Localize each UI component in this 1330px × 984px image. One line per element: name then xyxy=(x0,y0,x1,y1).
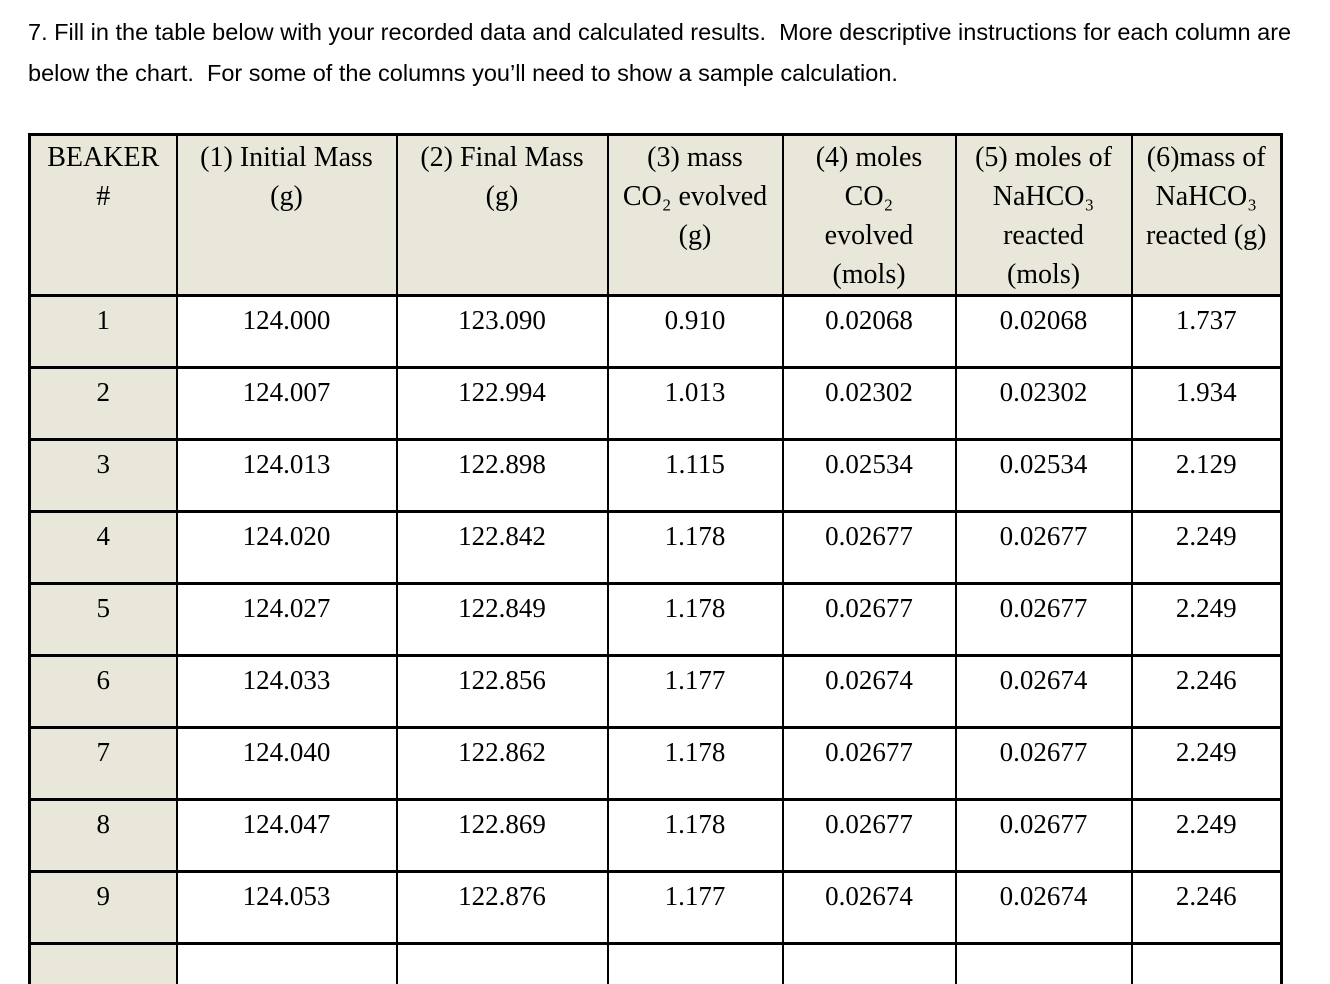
data-cell: 0.02534 xyxy=(781,438,957,513)
data-table: BEAKER # (1) Initial Mass (g) (2) Final Ma… xyxy=(28,133,1283,984)
data-cell: 124.020 xyxy=(175,510,398,585)
data-cell: 122.869 xyxy=(395,798,609,873)
data-cell: 2.249 xyxy=(1130,726,1283,801)
data-cell: 0.02674 xyxy=(954,870,1133,945)
beaker-number-cell: 8 xyxy=(28,798,178,873)
column-header: (5) moles of NaHCO₃ reacted (mols) xyxy=(954,133,1133,297)
data-cell: 0.02068 xyxy=(781,294,957,369)
data-cell: 2.129 xyxy=(1130,438,1283,513)
data-cell: 2.246 xyxy=(1130,870,1283,945)
data-cell: 0.02302 xyxy=(781,366,957,441)
data-cell xyxy=(175,942,398,984)
data-cell: 122.849 xyxy=(395,582,609,657)
table-row: 1 124.000 123.090 0.910 0.02068 0.02068 1.737 xyxy=(28,294,1283,369)
column-header: (2) Final Mass (g) xyxy=(395,133,609,297)
beaker-number-cell: 3 xyxy=(28,438,178,513)
data-cell: 124.040 xyxy=(175,726,398,801)
data-cell xyxy=(395,942,609,984)
data-cell: 122.994 xyxy=(395,366,609,441)
data-cell: 0.02674 xyxy=(781,654,957,729)
data-cell: 124.000 xyxy=(175,294,398,369)
beaker-number-cell: 2 xyxy=(28,366,178,441)
table-row: 7 124.040 122.862 1.178 0.02677 0.02677 2.249 xyxy=(28,726,1283,801)
data-cell: 1.737 xyxy=(1130,294,1283,369)
data-cell: 1.177 xyxy=(606,654,784,729)
data-cell: 124.027 xyxy=(175,582,398,657)
column-header: BEAKER # xyxy=(28,133,178,297)
data-cell: 0.02677 xyxy=(954,798,1133,873)
data-cell: 0.02677 xyxy=(954,582,1133,657)
beaker-number-cell xyxy=(28,942,178,984)
data-cell: 124.013 xyxy=(175,438,398,513)
data-cell: 122.862 xyxy=(395,726,609,801)
table-row: 4 124.020 122.842 1.178 0.02677 0.02677 2.249 xyxy=(28,510,1283,585)
data-cell: 124.053 xyxy=(175,870,398,945)
table-row: 5 124.027 122.849 1.178 0.02677 0.02677 2.249 xyxy=(28,582,1283,657)
data-cell: 122.842 xyxy=(395,510,609,585)
data-cell: 0.910 xyxy=(606,294,784,369)
data-cell: 1.013 xyxy=(606,366,784,441)
data-cell: 122.898 xyxy=(395,438,609,513)
question-text: 7. Fill in the table below with your rec… xyxy=(28,19,1298,86)
beaker-number-cell: 5 xyxy=(28,582,178,657)
data-cell: 123.090 xyxy=(395,294,609,369)
column-header: (1) Initial Mass (g) xyxy=(175,133,398,297)
table-row: 9 124.053 122.876 1.177 0.02674 0.02674 2.246 xyxy=(28,870,1283,945)
beaker-number-cell: 4 xyxy=(28,510,178,585)
header-row: BEAKER # (1) Initial Mass (g) (2) Final Ma… xyxy=(28,133,1283,297)
data-cell: 2.246 xyxy=(1130,654,1283,729)
data-cell xyxy=(954,942,1133,984)
data-cell xyxy=(1130,942,1283,984)
data-cell: 0.02677 xyxy=(954,510,1133,585)
data-cell xyxy=(781,942,957,984)
table-row: 3 124.013 122.898 1.115 0.02534 0.02534 2.129 xyxy=(28,438,1283,513)
data-cell: 0.02534 xyxy=(954,438,1133,513)
data-cell: 1.178 xyxy=(606,726,784,801)
data-cell: 2.249 xyxy=(1130,798,1283,873)
table-row: 8 124.047 122.869 1.178 0.02677 0.02677 2.249 xyxy=(28,798,1283,873)
data-cell: 1.178 xyxy=(606,798,784,873)
data-cell xyxy=(606,942,784,984)
column-header: (4) moles CO₂ evolved (mols) xyxy=(781,133,957,297)
data-cell: 0.02068 xyxy=(954,294,1133,369)
data-cell: 0.02677 xyxy=(781,510,957,585)
data-cell: 1.115 xyxy=(606,438,784,513)
data-cell: 0.02677 xyxy=(954,726,1133,801)
data-cell: 0.02302 xyxy=(954,366,1133,441)
table-row: 6 124.033 122.856 1.177 0.02674 0.02674 2.246 xyxy=(28,654,1283,729)
beaker-number-cell: 7 xyxy=(28,726,178,801)
data-cell: 0.02674 xyxy=(781,870,957,945)
beaker-number-cell: 1 xyxy=(28,294,178,369)
data-cell: 1.934 xyxy=(1130,366,1283,441)
data-cell: 2.249 xyxy=(1130,510,1283,585)
beaker-number-cell: 9 xyxy=(28,870,178,945)
data-cell: 1.178 xyxy=(606,510,784,585)
data-cell: 124.007 xyxy=(175,366,398,441)
data-cell: 124.033 xyxy=(175,654,398,729)
data-cell: 0.02677 xyxy=(781,798,957,873)
table-row: 2 124.007 122.994 1.013 0.02302 0.02302 1.934 xyxy=(28,366,1283,441)
data-cell: 1.178 xyxy=(606,582,784,657)
beaker-number-cell: 6 xyxy=(28,654,178,729)
data-cell: 0.02674 xyxy=(954,654,1133,729)
table-row xyxy=(28,942,1283,984)
table-body: 1 124.000 123.090 0.910 0.02068 0.02068 1.737 2… xyxy=(28,294,1283,984)
data-cell: 1.177 xyxy=(606,870,784,945)
data-cell: 122.876 xyxy=(395,870,609,945)
column-header: (3) mass CO₂ evolved (g) xyxy=(606,133,784,297)
data-cell: 124.047 xyxy=(175,798,398,873)
data-cell: 2.249 xyxy=(1130,582,1283,657)
data-cell: 122.856 xyxy=(395,654,609,729)
data-cell: 0.02677 xyxy=(781,726,957,801)
column-header: (6)mass of NaHCO₃ reacted (g) xyxy=(1130,133,1283,297)
data-cell: 0.02677 xyxy=(781,582,957,657)
